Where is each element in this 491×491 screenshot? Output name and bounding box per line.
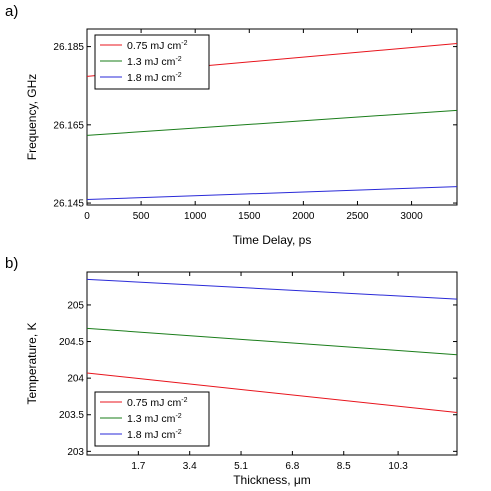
plot-area-frame [86, 28, 458, 206]
x-tick-label: 1500 [238, 211, 261, 222]
x-tick-label: 5.1 [234, 461, 248, 472]
x-axis-title: Thickness, μm [233, 473, 311, 487]
legend-box [94, 391, 210, 447]
legend: 0.75 mJ cm-21.3 mJ cm-21.8 mJ cm-2 [94, 34, 210, 90]
legend-entry-label: 1.3 mJ cm-2 [127, 413, 182, 425]
legend-entry-name: 1.8 mJ cm [127, 429, 176, 441]
legend-entry-name: 1.3 mJ cm [127, 56, 176, 68]
y-tick-label: 203 [67, 447, 84, 458]
plot-area-frame [86, 271, 458, 456]
legend-entry-name: 1.3 mJ cm [127, 413, 176, 425]
legend-entry-name: 1.8 mJ cm [127, 72, 176, 84]
series-line [86, 372, 458, 414]
x-tick-label: 8.5 [337, 461, 351, 472]
x-tick-label: 1000 [184, 211, 207, 222]
x-tick-label: 3.4 [183, 461, 197, 472]
x-tick-label: 2000 [292, 211, 315, 222]
panel-b: b) 1.7 3.4 5.1 6.8 8.5 10.3 203 203.5 204 204.5 205… [5, 255, 458, 487]
y-tick-label: 204.5 [59, 337, 84, 348]
legend-entry-label: 0.75 mJ cm-2 [127, 397, 188, 409]
legend-entry-label: 1.3 mJ cm-2 [127, 56, 182, 68]
x-tick-label: 3000 [400, 211, 423, 222]
legend-entry-superscript: -2 [175, 72, 181, 79]
legend-entry-superscript: -2 [181, 397, 187, 404]
legend-entry-superscript: -2 [175, 429, 181, 436]
legend-entry-name: 0.75 mJ cm [127, 40, 182, 52]
legend-entry-label: 1.8 mJ cm-2 [127, 429, 182, 441]
x-tick-label: 500 [133, 211, 150, 222]
legend-entry-name: 0.75 mJ cm [127, 397, 182, 409]
legend-entry-superscript: -2 [175, 413, 181, 420]
x-tick-label: 2500 [346, 211, 369, 222]
series-line [86, 278, 458, 300]
legend-box [94, 34, 210, 90]
y-tick-label: 205 [67, 300, 84, 311]
x-tick-label: 1.7 [131, 461, 145, 472]
x-axis-title: Time Delay, ps [233, 233, 312, 247]
legend-entry-superscript: -2 [181, 40, 187, 47]
y-tick-label: 203.5 [59, 410, 84, 421]
panel-label: b) [5, 255, 18, 272]
x-tick-label: 10.3 [388, 461, 408, 472]
panel-label: a) [5, 3, 18, 20]
y-axis-title: Temperature, K [25, 322, 39, 404]
y-tick-label: 204 [67, 374, 84, 385]
legend: 0.75 mJ cm-21.3 mJ cm-21.8 mJ cm-2 [94, 391, 210, 447]
legend-entry-label: 0.75 mJ cm-2 [127, 40, 188, 52]
series-line [86, 109, 458, 136]
legend-entry-label: 1.8 mJ cm-2 [127, 72, 182, 84]
panel-a: a) 0 500 1000 1500 2000 2500 3000 26.145 26.165 26… [5, 3, 458, 247]
series-line [86, 186, 458, 201]
y-tick-label: 26.165 [53, 120, 84, 131]
legend-entry-superscript: -2 [175, 56, 181, 63]
x-tick-label: 6.8 [285, 461, 299, 472]
series-line [86, 327, 458, 356]
y-tick-label: 26.185 [53, 42, 84, 53]
y-tick-label: 26.145 [53, 199, 84, 210]
y-axis-title: Frequency, GHz [25, 74, 39, 160]
x-tick-label: 0 [84, 211, 90, 222]
